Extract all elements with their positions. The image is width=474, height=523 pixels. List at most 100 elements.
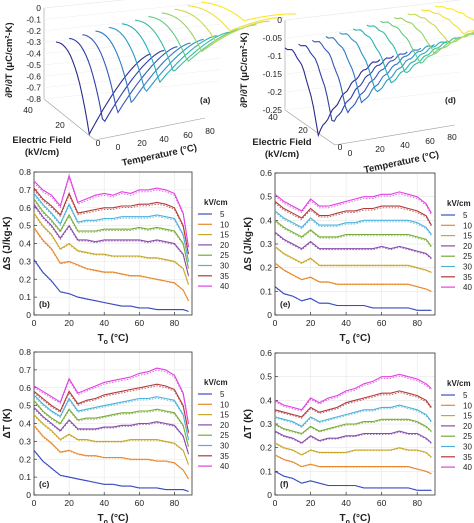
x-axis-label: To (°C) [339, 333, 370, 346]
surface-curve [298, 43, 394, 122]
surface-curve [325, 36, 422, 104]
panel-label-a: (a) [200, 95, 211, 105]
y-tick-label: 0.5 [19, 221, 31, 231]
legend-title: kV/cm [204, 198, 228, 207]
y-tick-label: 0.1 [19, 292, 31, 302]
series-line-40 [274, 373, 432, 411]
y-axis-label: ΔT (K) [2, 409, 13, 439]
x-tick-label: 80 [412, 498, 422, 508]
y-tick-label: 0.4 [260, 395, 272, 405]
legend-label-5: 5 [463, 211, 468, 220]
y-tick-label: 0.1 [260, 286, 272, 296]
z-axis-label: ∂P/∂T (μC/cm²-K) [4, 22, 15, 97]
y-tick-label: 0.6 [260, 348, 272, 358]
x-axis-label: To (°C) [97, 513, 128, 523]
series-line-30 [33, 394, 190, 440]
legend-label-40: 40 [220, 462, 229, 471]
panel-label-d: (d) [445, 95, 456, 105]
series-line-30 [274, 210, 432, 235]
series-line-20 [274, 231, 432, 259]
temp-tick-label: 20 [375, 144, 385, 154]
series-fit-35 [33, 385, 189, 434]
surface-curve [380, 20, 474, 65]
y-tick-label: 0.8 [19, 347, 31, 357]
z-gridline [43, 12, 221, 31]
y-tick-label: 0.4 [19, 419, 31, 429]
legend-title: kV/cm [447, 379, 471, 388]
y-axis-label: ΔS (J/kg-K) [2, 217, 13, 271]
series-fit-20 [33, 408, 189, 455]
temp-tick-label: 80 [447, 132, 457, 142]
panel-label-f: (f) [280, 479, 289, 489]
series-fit-10 [274, 455, 432, 475]
series-line-40 [33, 367, 190, 424]
z-tick-label: -0.2 [26, 26, 41, 36]
y-tick-label: 0.7 [19, 365, 31, 375]
temp-axis-line [94, 117, 206, 141]
temp-tick-label: 40 [159, 134, 169, 144]
field-axis-line [43, 98, 96, 141]
surface-curve [148, 15, 244, 62]
series-fit-15 [33, 214, 189, 286]
series-line-20 [33, 203, 190, 276]
legend-label-30: 30 [220, 442, 229, 451]
y-tick-label: 0.2 [19, 274, 31, 284]
x-tick-label: 40 [341, 318, 351, 328]
legend-label-15: 15 [463, 412, 472, 421]
series-line-15 [33, 212, 190, 285]
y-tick-label: 0.3 [260, 239, 272, 249]
series-line-10 [274, 262, 432, 292]
series-fit-5 [33, 260, 189, 312]
surface-curve [311, 39, 408, 114]
legend-label-15: 15 [220, 411, 229, 420]
field-tick-label: 20 [55, 120, 65, 130]
legend-label-25: 25 [220, 251, 229, 260]
legend-label-20: 20 [463, 242, 472, 251]
field-axis-unit: (kV/cm) [265, 149, 299, 160]
series-line-25 [33, 198, 190, 269]
temp-tick-label: 0 [348, 148, 353, 158]
z-tick-label: -0.7 [26, 83, 41, 93]
z-tick-label: -0.1 [267, 51, 282, 61]
z-tick-label: -0.2 [267, 87, 282, 97]
legend-label-20: 20 [463, 422, 472, 431]
z-tick-label: -0.05 [263, 33, 283, 43]
series-fit-5 [33, 450, 189, 492]
temp-tick-label: 80 [205, 126, 215, 136]
legend-label-40: 40 [220, 282, 229, 291]
series-line-15 [274, 442, 432, 458]
x-tick-label: 20 [306, 498, 316, 508]
surface-curve [366, 24, 463, 73]
series-line-30 [33, 193, 190, 262]
series-fit-15 [274, 247, 432, 274]
z-gridline [284, 89, 461, 111]
series-fit-10 [274, 263, 432, 293]
y-tick-label: 0.4 [19, 239, 31, 249]
legend-label-10: 10 [220, 400, 229, 409]
z-gridline [43, 0, 125, 9]
y-tick-label: 0.2 [260, 263, 272, 273]
legend-label-35: 35 [463, 273, 472, 282]
series-line-20 [33, 407, 190, 455]
temp-axis-label: Temperature (°C) [121, 142, 198, 169]
field-tick-label: 40 [23, 105, 33, 115]
field-axis-line [284, 109, 336, 146]
x-tick-label: 40 [341, 498, 351, 508]
field-tick-label: 0 [338, 142, 343, 152]
legend-label-40: 40 [463, 463, 472, 472]
y-tick-label: 0 [267, 490, 272, 500]
z-gridline [284, 53, 461, 75]
surface-curve [284, 47, 381, 138]
series-fit-35 [33, 189, 189, 256]
field-axis-label: Electric Field [252, 137, 311, 148]
z-gridline [43, 80, 221, 100]
x-tick-label: 0 [32, 318, 37, 328]
surface-curve [352, 28, 449, 84]
x-tick-label: 60 [377, 498, 387, 508]
x-tick-label: 80 [412, 318, 422, 328]
legend-label-5: 5 [220, 390, 225, 399]
series-fit-20 [274, 233, 432, 260]
